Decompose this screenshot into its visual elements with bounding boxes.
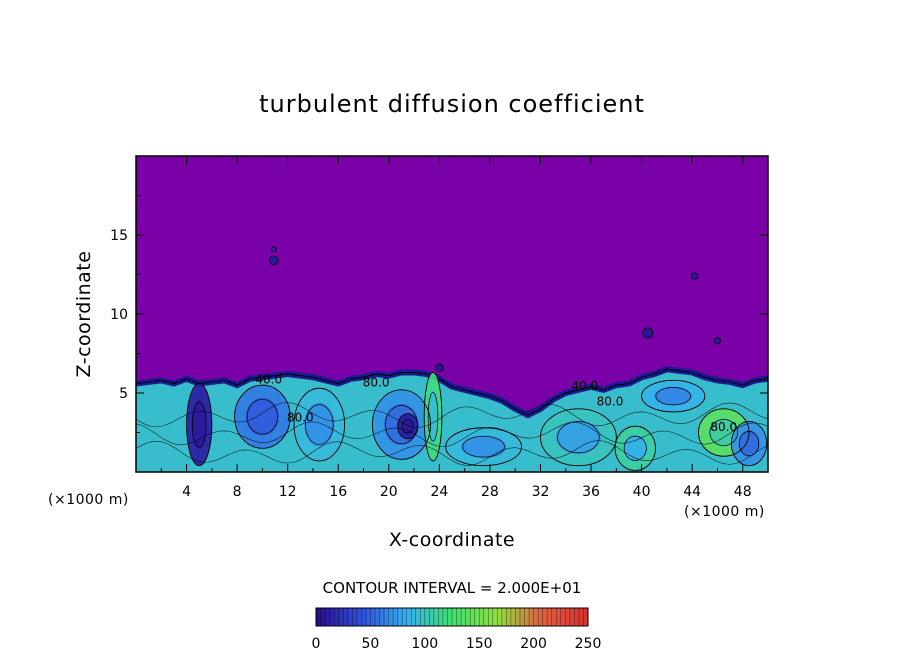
eddy-layer — [186, 372, 767, 471]
eddy-contour-inner — [557, 421, 600, 454]
y-tick-label: 10 — [110, 307, 128, 323]
x-tick-label: 8 — [233, 484, 242, 500]
x-tick-label: 16 — [329, 484, 347, 500]
y-axis-label: Z-coordinate — [73, 251, 95, 378]
eddy-contour — [423, 372, 443, 462]
eddy-contour — [730, 420, 768, 467]
eddy-core — [460, 435, 507, 459]
internal-contour — [136, 402, 768, 428]
eddy-contour — [397, 413, 419, 440]
upper-blob — [642, 327, 654, 339]
upper-blob — [435, 363, 444, 372]
contour-label: 40.0 — [255, 373, 282, 387]
eddy-contour-inner — [655, 387, 691, 406]
y-axis-ticks: 5 10 15 — [110, 195, 768, 433]
eddy-core — [555, 420, 602, 455]
colorbar-ticks: 0 50 100 150 200 250 — [312, 636, 602, 652]
eddy-contour — [234, 384, 291, 449]
eddy-contour-inner — [462, 435, 505, 458]
internal-contour — [136, 440, 768, 466]
eddy-contour — [614, 425, 656, 471]
contour-label: 80.0 — [597, 395, 624, 409]
eddy-contour — [641, 379, 706, 413]
colorbar-tick-label: 250 — [575, 636, 602, 652]
upper-blob — [270, 246, 277, 253]
eddy-contour-inner — [738, 431, 760, 457]
x-tick-label: 20 — [380, 484, 398, 500]
colorbar-tick-label: 100 — [411, 636, 438, 652]
internal-contour — [136, 421, 768, 447]
chart-title: turbulent diffusion coefficient — [259, 90, 645, 118]
eddy-core — [738, 430, 760, 457]
contour-label: 80.0 — [710, 420, 737, 434]
plot-area: 40.0 80.0 80.0 80.0 40.0 80.0 — [136, 156, 768, 472]
eddy-contour-inner — [401, 418, 414, 434]
eddy-contour-inner — [709, 419, 739, 446]
colorbar: 0 50 100 150 200 250 — [312, 607, 602, 652]
colorbar-tick-label: 50 — [361, 636, 379, 652]
contour-label: 80.0 — [363, 376, 390, 390]
x-axis-unit-right: (×1000 m) — [684, 504, 765, 520]
upper-blobs — [268, 246, 722, 372]
eddy-contour-inner — [623, 435, 647, 461]
eddy-contour — [293, 387, 346, 462]
contour-labels: 40.0 80.0 80.0 80.0 40.0 80.0 — [255, 373, 737, 434]
colorbar-tick-label: 0 — [312, 636, 321, 652]
y-tick-label: 5 — [119, 386, 128, 402]
contour-interval-text: CONTOUR INTERVAL = 2.000E+01 — [323, 579, 582, 597]
x-tick-label: 40 — [633, 484, 651, 500]
eddy-contour — [698, 408, 750, 457]
x-axis-unit-left: (×1000 m) — [48, 492, 129, 508]
eddy-contour — [371, 389, 431, 460]
eddy-contour-inner — [246, 398, 279, 435]
eddy-core — [654, 386, 693, 406]
contour-label: 40.0 — [571, 379, 598, 393]
eddy-contour — [186, 383, 213, 467]
eddy-contour-inner — [427, 392, 439, 442]
colorbar-tick-label: 200 — [520, 636, 547, 652]
eddy-core — [304, 402, 335, 447]
eddy-contour-inner — [191, 401, 207, 448]
x-tick-label: 32 — [532, 484, 550, 500]
colorbar-stripes — [315, 608, 589, 626]
upper-blob — [268, 255, 279, 266]
x-axis-label: X-coordinate — [389, 529, 515, 551]
contour-lines — [136, 372, 768, 471]
x-tick-label: 28 — [481, 484, 499, 500]
x-tick-label: 48 — [734, 484, 752, 500]
x-axis-ticks: 4 8 12 16 20 24 28 32 36 40 44 48 — [160, 156, 752, 500]
upper-blob — [713, 337, 722, 345]
x-tick-label: 24 — [430, 484, 448, 500]
x-tick-label: 36 — [582, 484, 600, 500]
upper-blob — [691, 272, 699, 280]
eddy-contour — [540, 408, 617, 467]
boundary-contour — [136, 368, 768, 416]
y-tick-label: 15 — [110, 228, 128, 244]
eddy-core — [623, 435, 648, 462]
x-tick-label: 44 — [683, 484, 701, 500]
contour-label: 80.0 — [287, 410, 314, 424]
x-tick-label: 4 — [182, 484, 191, 500]
x-tick-label: 12 — [279, 484, 297, 500]
eddy-core — [245, 397, 280, 436]
colorbar-tick-label: 150 — [466, 636, 493, 652]
eddy-contour-inner — [305, 404, 334, 445]
colorbar-frame — [315, 607, 589, 627]
eddy-core — [401, 418, 414, 434]
